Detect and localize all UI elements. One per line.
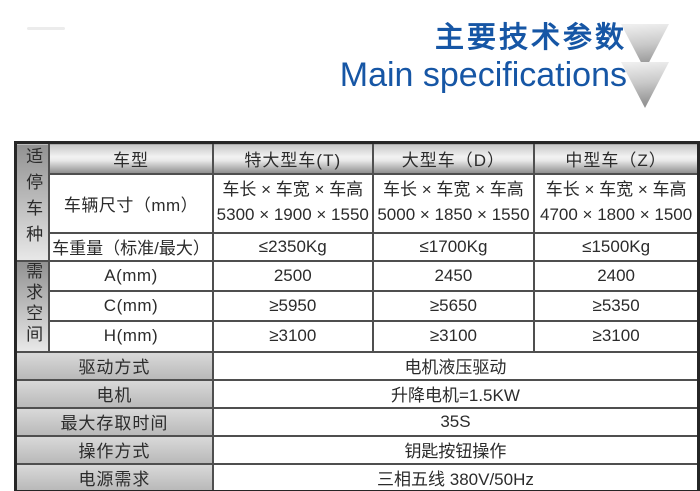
table-row-motor: 电机 升降电机=1.5KW	[14, 378, 700, 409]
chevron-down-icon	[621, 62, 669, 108]
table-row-a: 需求空间 A(mm) 2500 2450 2400	[14, 259, 700, 353]
table-row-weight: 车重量（标准/最大） ≤2350Kg ≤1700Kg ≤1500Kg	[16, 231, 700, 262]
size-value-extra-large: 车长 × 车宽 × 车高 5300 × 1900 × 1550	[211, 172, 374, 234]
motor-row-value: 升降电机=1.5KW	[211, 378, 700, 409]
table-row-power: 电源需求 三相五线 380V/50Hz	[14, 462, 700, 491]
size-formula: 车长 × 车宽 × 车高	[383, 180, 524, 200]
c-value-medium: ≥5350	[533, 289, 700, 323]
table-row-header: 适停车种 车型 特大型车(T) 大型车（D） 中型车（Z）	[14, 141, 700, 262]
size-value-medium: 车长 × 车宽 × 车高 4700 × 1800 × 1500	[533, 172, 700, 234]
a-value-medium: 2400	[533, 259, 700, 292]
title-english: Main specifications	[339, 56, 627, 95]
drive-row-label: 驱动方式	[14, 350, 214, 381]
c-value-extra-large: ≥5950	[211, 289, 374, 323]
size-formula: 车长 × 车宽 × 车高	[222, 180, 364, 200]
power-row-value: 三相五线 380V/50Hz	[211, 462, 700, 491]
page-title: 主要技术参数 Main specifications	[340, 22, 627, 95]
access-time-row-label: 最大存取时间	[14, 406, 214, 437]
a-value-large: 2450	[371, 259, 536, 292]
table-row-h: H(mm) ≥3100 ≥3100 ≥3100	[16, 320, 700, 353]
table-row-access-time: 最大存取时间 35S	[14, 406, 700, 437]
h-row-label: H(mm)	[48, 320, 214, 353]
table-row-operation: 操作方式 钥匙按钮操作	[14, 434, 700, 465]
row-group-parking-label: 适停车种	[23, 147, 43, 252]
h-value-medium: ≥3100	[533, 320, 700, 353]
a-value-extra-large: 2500	[211, 259, 374, 292]
size-formula: 车长 × 车宽 × 车高	[545, 180, 687, 200]
row-group-space: 需求空间	[14, 259, 51, 353]
h-value-extra-large: ≥3100	[211, 320, 374, 353]
size-value-large: 车长 × 车宽 × 车高 5000 × 1850 × 1550	[371, 172, 536, 234]
power-row-label: 电源需求	[14, 462, 214, 491]
header-col-medium: 中型车（Z）	[533, 141, 700, 175]
header-vehicle-type: 车型	[48, 141, 214, 175]
drive-row-value: 电机液压驱动	[211, 350, 700, 381]
size-row-label: 车辆尺寸（mm）	[48, 172, 214, 234]
size-numbers: 5000 × 1850 × 1550	[377, 205, 530, 224]
row-group-space-label: 需求空间	[23, 261, 43, 346]
weight-value-medium: ≤1500Kg	[533, 231, 700, 262]
size-numbers: 5300 × 1900 × 1550	[216, 205, 369, 224]
a-row-label: A(mm)	[48, 259, 214, 292]
row-group-parking: 适停车种	[14, 141, 51, 262]
title-chinese: 主要技术参数	[434, 22, 627, 54]
h-value-large: ≥3100	[371, 320, 536, 353]
table-row-size: 车辆尺寸（mm） 车长 × 车宽 × 车高 5300 × 1900 × 1550…	[16, 172, 700, 234]
motor-row-label: 电机	[14, 378, 214, 409]
access-time-row-value: 35S	[211, 406, 700, 437]
watermark	[27, 27, 65, 30]
operation-row-value: 钥匙按钮操作	[211, 434, 700, 465]
table-row-c: C(mm) ≥5950 ≥5650 ≥5350	[16, 289, 700, 323]
weight-value-large: ≤1700Kg	[371, 231, 536, 262]
table-row-drive: 驱动方式 电机液压驱动	[14, 350, 700, 381]
c-value-large: ≥5650	[371, 289, 536, 323]
weight-row-label: 车重量（标准/最大）	[48, 231, 214, 262]
header-col-extra-large: 特大型车(T)	[211, 141, 374, 175]
header-col-large: 大型车（D）	[371, 141, 536, 175]
weight-value-extra-large: ≤2350Kg	[211, 231, 374, 262]
operation-row-label: 操作方式	[14, 434, 214, 465]
specs-table: 适停车种 车型 特大型车(T) 大型车（D） 中型车（Z） 车辆尺寸（mm） 车…	[14, 141, 700, 491]
size-numbers: 4700 × 1800 × 1500	[540, 205, 693, 224]
c-row-label: C(mm)	[48, 289, 214, 323]
